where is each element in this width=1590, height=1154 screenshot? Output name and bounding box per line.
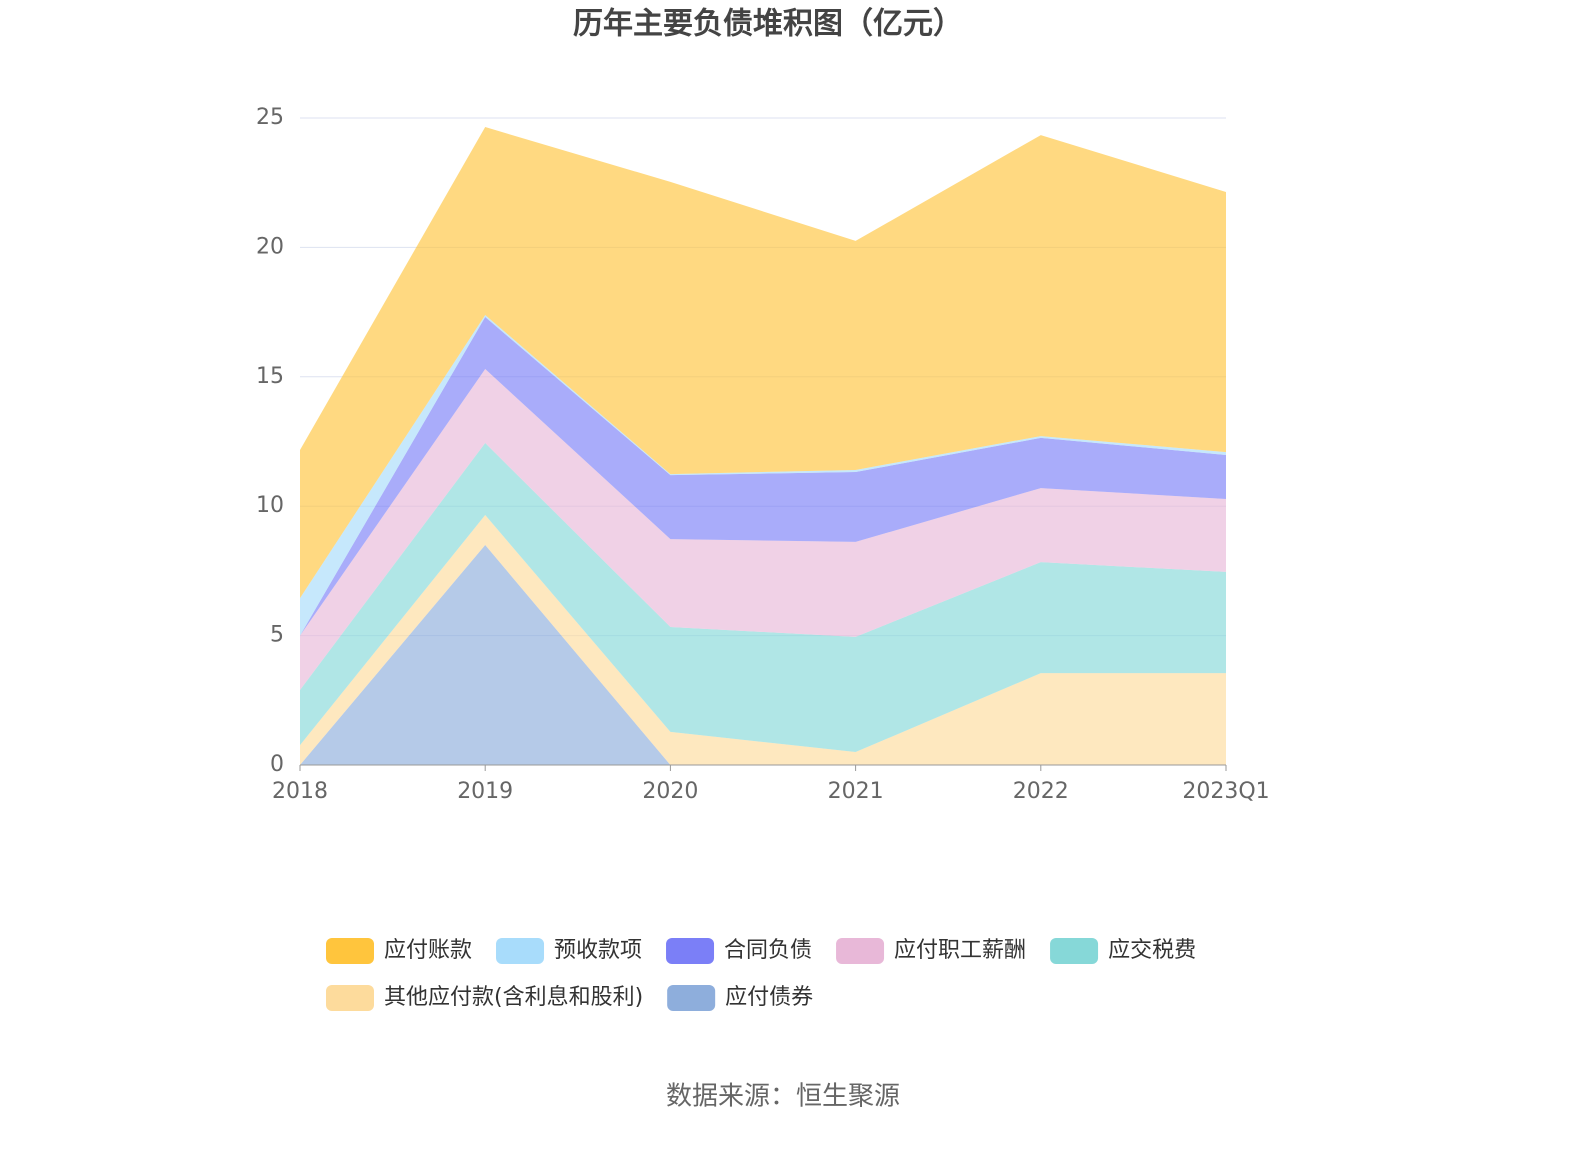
area <box>300 545 1226 765</box>
legend-item: 其他应付款(含利息和股利) <box>326 985 643 1011</box>
legend-swatch <box>1050 938 1099 964</box>
legend-item: 应付职工薪酬 <box>836 938 1026 964</box>
area <box>300 127 1226 599</box>
legend-swatch <box>326 938 374 964</box>
legend-item: 合同负债 <box>666 938 812 964</box>
legend-item: 应付账款 <box>326 938 472 964</box>
legend-label: 其他应付款(含利息和股利) <box>384 985 643 1010</box>
legend-label: 应付账款 <box>384 938 472 963</box>
legend-swatch <box>496 938 545 964</box>
y-tick-label: 5 <box>270 623 284 648</box>
legend-label: 预收款项 <box>554 938 642 963</box>
legend-swatch <box>836 938 885 964</box>
x-tick-label: 2023Q1 <box>1182 779 1269 804</box>
x-tick-label: 2019 <box>457 779 513 804</box>
x-tick-label: 2018 <box>272 779 328 804</box>
legend-label: 合同负债 <box>724 938 812 963</box>
legend-label: 应交税费 <box>1108 938 1196 963</box>
y-tick-label: 25 <box>256 105 284 130</box>
legend-swatch <box>666 938 715 964</box>
y-tick-label: 0 <box>270 752 284 777</box>
legend-swatch <box>667 985 716 1011</box>
y-tick-label: 20 <box>256 234 284 259</box>
x-tick-label: 2021 <box>828 779 884 804</box>
x-tick-label: 2020 <box>642 779 698 804</box>
legend-swatch <box>326 985 374 1011</box>
legend-item: 应交税费 <box>1050 938 1196 964</box>
source: 数据来源：恒生聚源 <box>666 1082 900 1112</box>
area <box>300 443 1226 753</box>
area <box>300 369 1226 690</box>
area <box>300 317 1226 636</box>
area <box>300 514 1226 765</box>
y-tick-label: 15 <box>256 364 284 389</box>
legend-item: 应付债券 <box>667 985 813 1011</box>
y-tick-label: 10 <box>256 493 284 518</box>
x-tick-label: 2022 <box>1013 779 1069 804</box>
legend-label: 应付债券 <box>725 985 813 1010</box>
chart-title: 历年主要负债堆积图（亿元） <box>573 7 963 42</box>
legend-label: 应付职工薪酬 <box>894 938 1026 963</box>
legend-item: 预收款项 <box>496 938 642 964</box>
